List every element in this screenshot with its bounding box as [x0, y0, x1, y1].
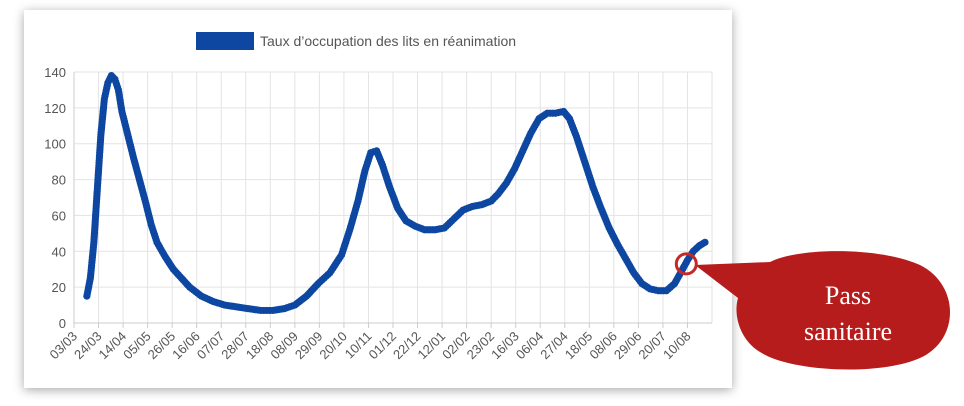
x-tick-label: 20/07 — [635, 329, 669, 363]
y-tick-label: 80 — [52, 173, 66, 188]
x-tick-label: 07/07 — [194, 329, 228, 363]
x-tick-label: 18/05 — [562, 329, 596, 363]
y-tick-label: 20 — [52, 280, 66, 295]
x-tick-label: 16/06 — [169, 329, 203, 363]
legend-label: Taux d’occupation des lits en réanimatio… — [260, 33, 516, 49]
x-tick-label: 26/05 — [145, 329, 179, 363]
x-tick-label: 22/12 — [390, 329, 424, 363]
y-tick-label: 40 — [52, 244, 66, 259]
x-tick-label: 29/06 — [611, 329, 645, 363]
x-tick-label: 02/02 — [439, 329, 473, 363]
chart-card: Taux d’occupation des lits en réanimatio… — [24, 10, 732, 388]
occupancy-line-chart: Taux d’occupation des lits en réanimatio… — [44, 32, 713, 363]
x-tick-label: 29/09 — [292, 329, 326, 363]
x-tick-label: 16/03 — [488, 329, 522, 363]
x-tick-label: 20/10 — [316, 329, 350, 363]
legend-swatch — [196, 32, 254, 50]
y-tick-label: 140 — [44, 65, 66, 80]
y-tick-label: 100 — [44, 137, 66, 152]
callout-text-line-1: Pass — [825, 281, 871, 310]
y-tick-label: 60 — [52, 208, 66, 223]
x-tick-label: 18/08 — [243, 329, 277, 363]
x-tick-label: 06/04 — [513, 329, 547, 363]
x-tick-label: 27/04 — [537, 329, 571, 363]
callout-text-line-2: sanitaire — [804, 317, 892, 346]
x-tick-label: 23/02 — [464, 329, 498, 363]
x-tick-label: 28/07 — [218, 329, 252, 363]
x-tick-label: 01/12 — [366, 329, 400, 363]
x-tick-label: 12/01 — [415, 329, 449, 363]
x-tick-label: 14/04 — [96, 329, 130, 363]
x-tick-label: 24/03 — [71, 329, 105, 363]
x-tick-label: 03/03 — [47, 329, 81, 363]
x-tick-label: 10/08 — [660, 329, 694, 363]
callout-bubble — [695, 251, 950, 370]
x-tick-label: 05/05 — [120, 329, 154, 363]
y-tick-label: 120 — [44, 101, 66, 116]
x-tick-label: 08/09 — [267, 329, 301, 363]
y-tick-label: 0 — [59, 316, 66, 331]
data-point — [701, 238, 709, 246]
x-tick-label: 08/06 — [586, 329, 620, 363]
